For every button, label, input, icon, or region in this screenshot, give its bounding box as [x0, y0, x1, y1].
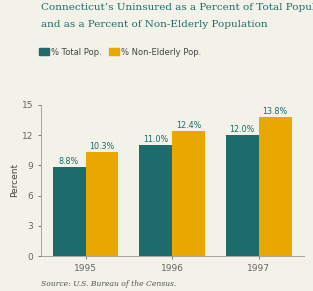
Text: 13.8%: 13.8% — [263, 107, 288, 116]
Text: 11.0%: 11.0% — [143, 135, 168, 144]
Bar — [139, 145, 172, 256]
Y-axis label: Percent: Percent — [10, 163, 19, 198]
Legend: % Total Pop., % Non-Elderly Pop.: % Total Pop., % Non-Elderly Pop. — [38, 48, 201, 57]
Text: Source: U.S. Bureau of the Census.: Source: U.S. Bureau of the Census. — [41, 280, 176, 288]
Text: 10.3%: 10.3% — [90, 142, 115, 151]
Text: and as a Percent of Non-Elderly Population: and as a Percent of Non-Elderly Populati… — [41, 20, 267, 29]
Bar — [172, 131, 205, 256]
Text: 12.4%: 12.4% — [176, 121, 201, 130]
Bar — [226, 135, 259, 256]
Bar — [259, 117, 292, 256]
Bar — [53, 167, 85, 256]
Text: 12.0%: 12.0% — [230, 125, 255, 134]
Text: 8.8%: 8.8% — [59, 157, 79, 166]
Text: Connecticut’s Uninsured as a Percent of Total Population: Connecticut’s Uninsured as a Percent of … — [41, 3, 313, 12]
Bar — [85, 152, 118, 256]
